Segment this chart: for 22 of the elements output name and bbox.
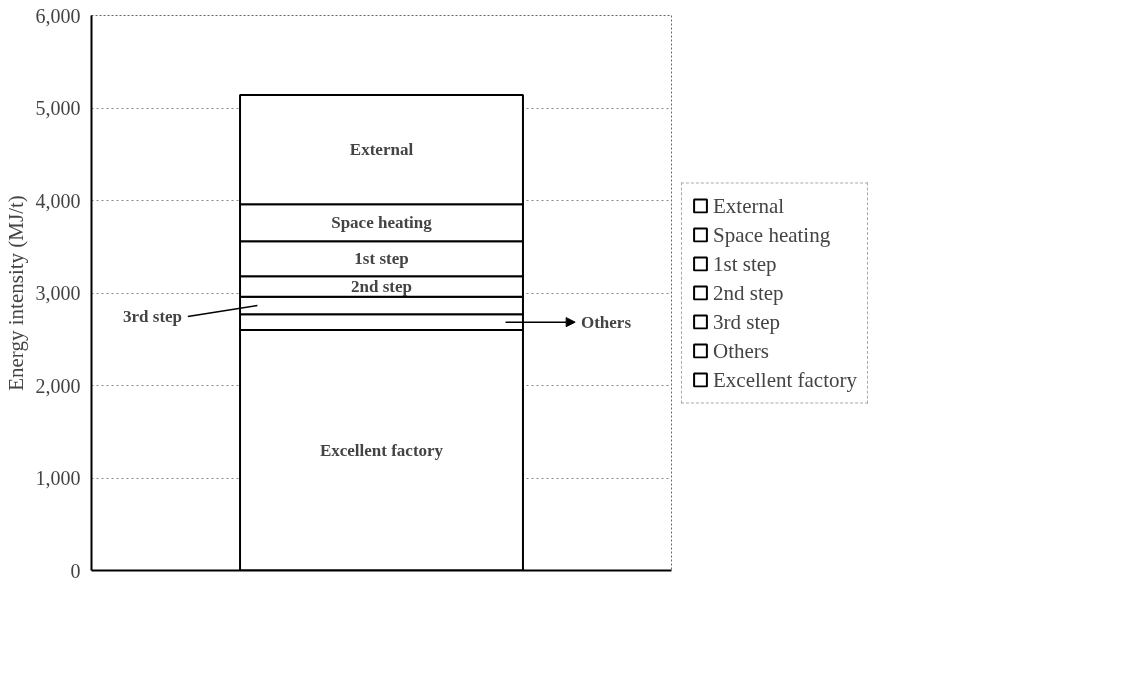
y-tick-label: 1,000 [35,467,81,489]
text: Space heating [331,213,432,233]
y-tick-label: 2,000 [35,374,81,397]
y-tick-label: 0 [70,559,81,582]
text: 3rd step [123,307,183,327]
text: 2nd step [351,277,412,297]
y-tick-label: 5,000 [35,97,81,119]
legend-label: External [713,193,785,218]
text: Others [713,338,769,362]
y-tick-label: 3,000 [35,282,81,304]
text: Excellent factory [319,440,444,460]
legend-label: Space heating [713,222,831,247]
legend-label: 1st step [713,251,777,276]
text: 1st step [354,249,409,269]
legend-label: Others [580,312,632,332]
legend-label: Excellent factory [713,367,858,392]
y-axis-title: Energy intensity (MJ/t) [3,195,28,391]
y-tick-label: 6,000 [35,4,81,27]
legend-label: 3rd step [713,309,781,334]
text: External [349,140,414,160]
legend-label: 2nd step [713,280,784,305]
y-tick-label: 4,000 [35,189,81,212]
